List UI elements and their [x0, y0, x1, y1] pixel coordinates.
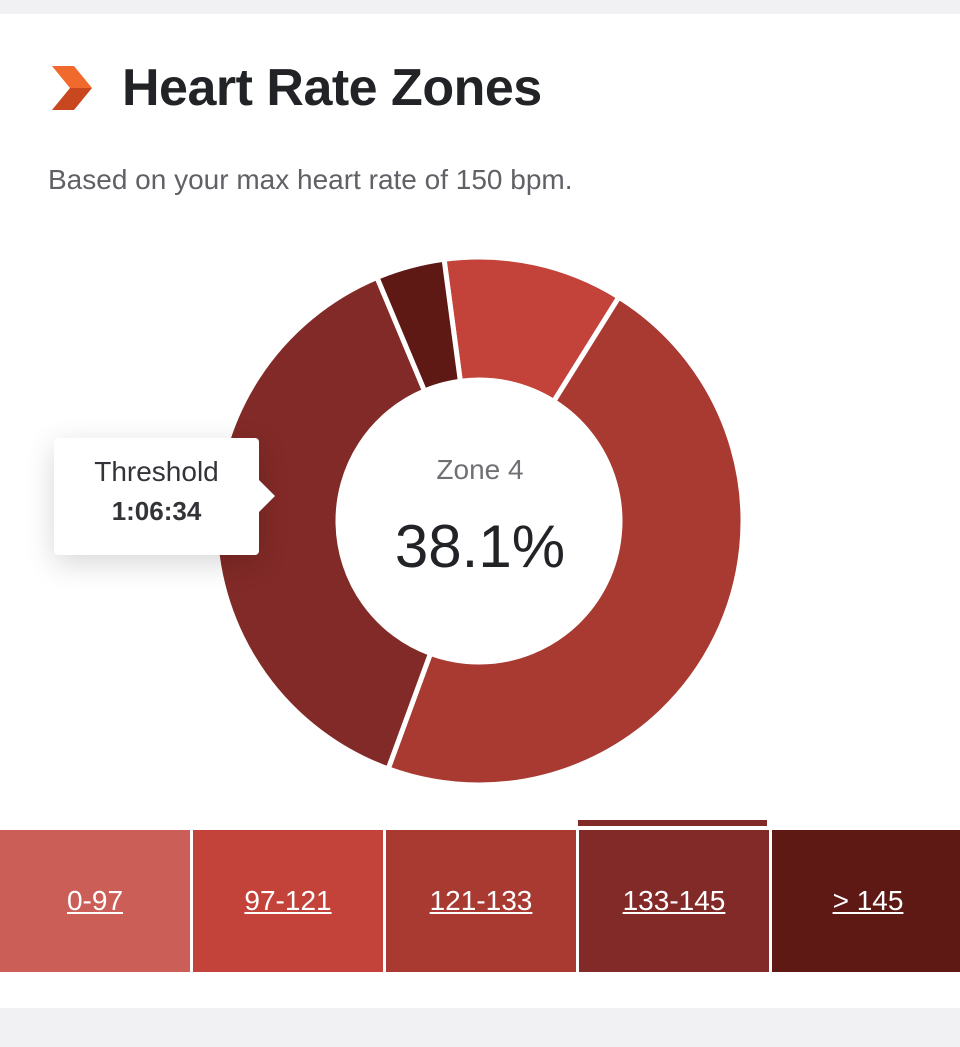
zone-legend: 0-97 97-121 121-133 133-145 > 145 [0, 830, 960, 972]
center-zone-label: Zone 4 [436, 454, 524, 485]
zone-tab-3[interactable]: 121-133 [386, 830, 576, 972]
heart-rate-zones-card: Heart Rate Zones Based on your max heart… [0, 14, 960, 1008]
zone-link-2[interactable]: 97-121 [244, 885, 332, 916]
zone-link-5[interactable]: > 145 [832, 885, 904, 916]
page-title: Heart Rate Zones [122, 59, 542, 117]
zone-link-4[interactable]: 133-145 [622, 885, 726, 916]
selected-zone-indicator [578, 820, 767, 826]
donut-slice-3[interactable] [385, 294, 746, 788]
donut-slice-5[interactable] [374, 256, 463, 394]
tooltip-zone-name: Threshold [94, 456, 219, 487]
zones-donut-chart [212, 254, 746, 788]
subtitle: Based on your max heart rate of 150 bpm. [48, 164, 573, 195]
tooltip-zone-time: 1:06:34 [111, 496, 202, 526]
chart-tooltip: Threshold 1:06:34 [54, 438, 275, 555]
donut-slice-4[interactable] [212, 274, 433, 772]
center-percent-value: 38.1% [394, 513, 566, 580]
zone-link-3[interactable]: 121-133 [429, 885, 533, 916]
zone-tab-4[interactable]: 133-145 [579, 830, 769, 972]
zone-tab-1[interactable]: 0-97 [0, 830, 190, 972]
zone-tab-2[interactable]: 97-121 [193, 830, 383, 972]
section-header: Heart Rate Zones [52, 58, 542, 118]
zone-link-1[interactable]: 0-97 [66, 885, 124, 916]
zone-tab-5[interactable]: > 145 [772, 830, 960, 972]
chevron-right-icon [52, 66, 92, 110]
